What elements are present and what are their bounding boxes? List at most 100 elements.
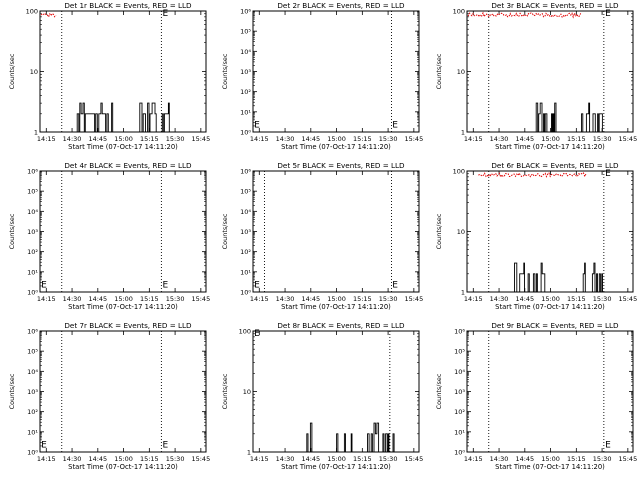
x-tick-label: 14:15	[464, 295, 483, 303]
chart-panel: Det 1r BLACK = Events, RED = LLD 1 10 100 Co…	[8, 1, 210, 151]
x-tick-label: 15:00	[114, 135, 133, 143]
chart-title: Det 4r BLACK = Events, RED = LLD	[64, 161, 192, 170]
x-tick-label: 14:45	[515, 135, 534, 143]
x-tick-label: 15:15	[567, 135, 586, 143]
x-tick-label: 15:15	[353, 135, 372, 143]
x-tick-label: 15:45	[618, 135, 637, 143]
plot-frame	[466, 10, 634, 133]
y-tick-label: 10⁴	[240, 48, 251, 56]
x-tick-label: 15:00	[541, 455, 560, 463]
y-tick-label: 10¹	[27, 268, 38, 276]
y-tick-label: 10¹	[240, 268, 251, 276]
chart-panel: Det 3r BLACK = Events, RED = LLD 1 10 100 Co…	[435, 1, 637, 151]
plot-frame	[39, 330, 207, 453]
x-tick-label: 14:45	[515, 455, 534, 463]
x-axis-label: Start Time (07-Oct-17 14:11:20)	[495, 303, 605, 311]
x-tick-label: 15:15	[140, 135, 159, 143]
events-series	[581, 262, 603, 293]
x-tick-label: 14:15	[37, 295, 56, 303]
chart-panel: Det 9r BLACK = Events, RED = LLD 10⁰ 10¹ 10…	[435, 321, 637, 471]
x-tick-label: 15:00	[114, 295, 133, 303]
x-tick-label: 15:30	[166, 455, 185, 463]
chart-title: Det 6r BLACK = Events, RED = LLD	[491, 161, 619, 170]
x-tick-label: 14:45	[88, 135, 107, 143]
y-tick-label: 10³	[454, 388, 465, 396]
y-tick-label: 10⁶	[27, 328, 38, 336]
x-tick-label: 14:30	[276, 295, 295, 303]
x-tick-label: 14:30	[63, 455, 82, 463]
chart-title: Det 5r BLACK = Events, RED = LLD	[277, 161, 405, 170]
events-series	[305, 422, 313, 453]
lld-series	[40, 12, 57, 18]
y-axis-label: Counts/sec	[221, 53, 229, 89]
e-marker: E	[605, 9, 611, 19]
y-tick-label: 10	[30, 68, 38, 76]
x-tick-label: 15:00	[327, 135, 346, 143]
x-tick-label: 14:15	[464, 455, 483, 463]
events-series	[336, 433, 353, 453]
x-tick-label: 15:00	[114, 455, 133, 463]
lld-series	[467, 11, 582, 19]
x-tick-label: 15:00	[327, 455, 346, 463]
e-marker: E	[41, 280, 47, 290]
e-marker: E	[41, 440, 47, 450]
y-axis-label: Counts/sec	[8, 213, 16, 249]
chart-title: Det 1r BLACK = Events, RED = LLD	[64, 1, 192, 10]
e-marker: E	[163, 440, 169, 450]
chart-title: Det 9r BLACK = Events, RED = LLD	[491, 321, 619, 330]
x-tick-label: 14:15	[250, 135, 269, 143]
events-series	[139, 102, 171, 133]
x-tick-label: 15:30	[593, 455, 612, 463]
e-marker: E	[163, 280, 169, 290]
y-tick-label: 10⁰	[240, 289, 251, 297]
plot-frame	[252, 10, 420, 133]
y-axis-label: Counts/sec	[8, 53, 16, 89]
x-tick-label: 14:30	[490, 135, 509, 143]
x-tick-label: 15:15	[140, 295, 159, 303]
y-tick-label: 10¹	[454, 428, 465, 436]
x-tick-label: 15:30	[379, 295, 398, 303]
chart-panel: Det 2r BLACK = Events, RED = LLD 10⁰ 10¹ 10…	[221, 1, 423, 151]
y-tick-label: 10¹	[240, 108, 251, 116]
chart-title: Det 2r BLACK = Events, RED = LLD	[277, 1, 405, 10]
x-tick-label: 15:45	[618, 295, 637, 303]
y-tick-label: 10⁴	[27, 368, 38, 376]
x-tick-label: 14:45	[515, 295, 534, 303]
x-tick-label: 15:15	[140, 455, 159, 463]
y-tick-label: 10⁰	[27, 449, 38, 457]
chart-title: Det 3r BLACK = Events, RED = LLD	[491, 1, 619, 10]
events-series	[581, 102, 603, 133]
y-tick-label: 10	[243, 388, 251, 396]
x-tick-label: 14:15	[250, 455, 269, 463]
x-tick-label: 15:00	[541, 135, 560, 143]
e-marker: E	[392, 280, 398, 290]
y-axis-label: Counts/sec	[435, 53, 443, 89]
y-tick-label: 10¹	[27, 428, 38, 436]
x-tick-label: 14:30	[276, 455, 295, 463]
y-axis-label: Counts/sec	[221, 373, 229, 409]
x-tick-label: 15:30	[166, 135, 185, 143]
x-axis-label: Start Time (07-Oct-17 14:11:20)	[281, 303, 391, 311]
y-axis-label: Counts/sec	[221, 213, 229, 249]
y-tick-label: 10⁶	[240, 168, 251, 176]
x-tick-label: 15:45	[191, 135, 210, 143]
x-tick-label: 14:45	[88, 455, 107, 463]
x-axis-label: Start Time (07-Oct-17 14:11:20)	[68, 463, 178, 471]
x-axis-label: Start Time (07-Oct-17 14:11:20)	[281, 463, 391, 471]
y-tick-label: 10⁰	[454, 449, 465, 457]
chart-title: Det 7r BLACK = Events, RED = LLD	[64, 321, 192, 330]
events-series	[76, 102, 114, 133]
x-tick-label: 15:15	[353, 455, 372, 463]
x-axis-label: Start Time (07-Oct-17 14:11:20)	[281, 143, 391, 151]
y-tick-label: 10⁴	[27, 208, 38, 216]
e-marker: E	[163, 9, 169, 19]
x-tick-label: 15:30	[379, 135, 398, 143]
y-tick-label: 10⁵	[27, 188, 38, 196]
y-tick-label: 10²	[240, 88, 251, 96]
chart-panel: Det 5r BLACK = Events, RED = LLD 10⁰ 10¹ 10…	[221, 161, 423, 311]
x-tick-label: 14:15	[37, 455, 56, 463]
y-axis-label: Counts/sec	[8, 373, 16, 409]
e-marker: E	[605, 440, 611, 450]
events-series	[514, 262, 547, 293]
x-tick-label: 15:45	[404, 135, 423, 143]
